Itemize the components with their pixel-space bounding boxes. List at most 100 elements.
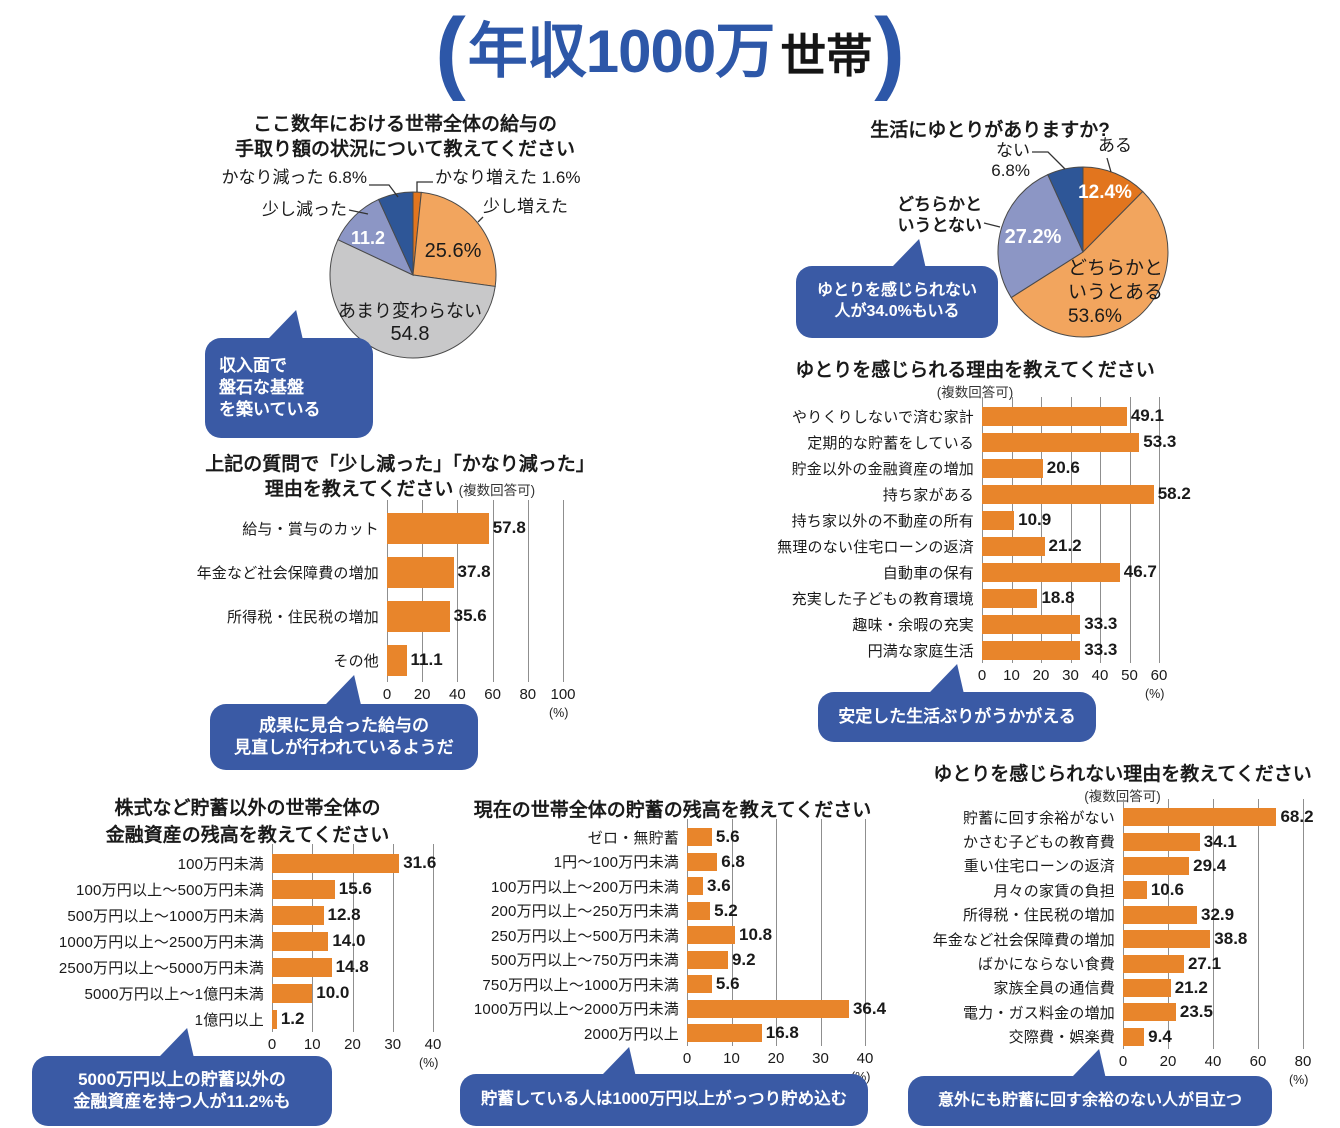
axis-tick-label: 60 [1150, 667, 1168, 684]
bar-row: 1000万円以上〜2500万円未満 14.0 [30, 928, 465, 954]
axis-tick-label: 40 [1091, 667, 1109, 684]
pie-slice-1 [412, 191, 497, 288]
bar [982, 640, 1081, 660]
bar-row: 100万円未満 31.6 [30, 850, 465, 876]
bar-category-label: 持ち家がある [882, 486, 974, 504]
bar [272, 957, 332, 977]
pie-label: どちらかと [897, 195, 982, 214]
callout-text: を築いている [219, 400, 321, 420]
leader-line [348, 209, 369, 215]
bar-row: 1円〜100万円未満 6.8 [450, 850, 895, 875]
bar-category-label: 500万円以上〜750万円未満 [490, 952, 679, 970]
gridline [352, 844, 354, 1032]
bar [272, 983, 313, 1003]
bar [687, 828, 712, 847]
bar-row: ゼロ・無貯蓄 5.6 [450, 825, 895, 850]
gridline [563, 500, 564, 682]
bar-category-label: 2500万円以上〜5000万円未満 [58, 959, 264, 977]
gridline [1123, 799, 1124, 1049]
chart-title: ゆとりを感じられない理由を教えてください (複数回答可) [905, 762, 1340, 806]
bar-row: 家族全員の通信費 21.2 [905, 976, 1340, 1000]
chart-subtitle: (複数回答可) [458, 483, 536, 498]
gridline [1011, 397, 1013, 663]
pie-chart-svg [983, 151, 1169, 338]
axis-tick-label: 50 [1121, 667, 1138, 684]
pie-label: あまり変わらない [338, 301, 482, 321]
gridline [1070, 397, 1072, 663]
bar-category-label: 電力・ガス料金の増加 [962, 1004, 1115, 1022]
page-title-main: 年収1000万 [467, 18, 775, 85]
bar-row: 2500万円以上〜5000万円未満 14.8 [30, 954, 465, 980]
leader-line [369, 184, 399, 198]
bar [1123, 930, 1211, 949]
bar [982, 484, 1154, 504]
axis-tick-label: 40 [424, 1036, 442, 1053]
axis-unit-label: (%) [549, 706, 569, 720]
chart-title-line: (複数回答可) [745, 383, 1205, 402]
bar [687, 901, 711, 920]
bar [1123, 856, 1190, 875]
axis-tick-label: 40 [449, 686, 466, 703]
bar-row: 無理のない住宅ローンの返済 21.2 [745, 533, 1205, 559]
axis-tick-label: 30 [1062, 667, 1079, 684]
chart-title: ここ数年における世帯全体の給与の 手取り額の状況について教えてください [190, 112, 620, 162]
bar [1123, 954, 1184, 973]
bar-category-label: 家族全員の通信費 [993, 980, 1115, 998]
bar-category-label: 1億円以上 [194, 1011, 264, 1029]
gridline [1129, 397, 1131, 663]
bar-value: 31.6 [403, 853, 437, 872]
bar-row: 趣味・余暇の充実 33.3 [745, 611, 1205, 637]
chart-subtitle: (複数回答可) [1084, 789, 1161, 804]
gridline [387, 500, 388, 682]
bar [687, 999, 849, 1018]
callout-text: 人が34.0%もいる [834, 303, 960, 320]
chart-decrease-reasons: 上記の質問で「少し減った」「かなり減った」 理由を教えてください (複数回答可)… [190, 450, 610, 740]
bar [982, 536, 1045, 556]
gridline [1213, 799, 1214, 1049]
bar [687, 926, 736, 945]
bar-row: 円満な家庭生活 33.3 [745, 637, 1205, 663]
pie-slice-0 [1082, 166, 1144, 254]
gridline [433, 844, 434, 1032]
bar [272, 853, 400, 873]
axis-unit-label: (%) [419, 1056, 439, 1070]
bar-row: その他 11.1 [190, 638, 610, 682]
chart-title-text: 理由を教えてください [264, 479, 454, 500]
bar [982, 562, 1120, 582]
chart-title-line: ここ数年における世帯全体の給与の [252, 114, 557, 135]
bar-row: 持ち家以外の不動産の所有 10.9 [745, 507, 1205, 533]
callout-text: 貯蓄している人は1000万円以上がっつり貯め込む [480, 1090, 848, 1109]
pie-plot: ある ない 6.8% どちらかと いうとない 12.4% 27.2% どちらかと いうとある 53… [770, 112, 1210, 407]
axis-tick-label: 20 [767, 1049, 785, 1067]
callout-text: 5000万円以上の貯蓄以外の [78, 1069, 286, 1089]
chart-title-line: ゆとりを感じられない理由を教えてください [933, 764, 1312, 785]
pie-label: 54.8 [390, 323, 430, 345]
bar-row: 年金など社会保障費の増加 37.8 [190, 550, 610, 594]
chart-title-line: 上記の質問で「少し減った」「かなり減った」 [205, 454, 595, 475]
callout-big-savers: 貯蓄している人は1000万円以上がっつり貯め込む [460, 1047, 868, 1126]
bar-value: 11.1 [410, 650, 443, 669]
bar-row: 貯金以外の金融資産の増加 20.6 [745, 455, 1205, 481]
gridline [820, 819, 822, 1046]
bar [687, 877, 704, 896]
leader-line [1032, 151, 1066, 170]
bar-value: 68.2 [1280, 807, 1314, 827]
bar-row: 月々の家賃の負担 10.6 [905, 878, 1340, 902]
bar-category-label: 自動車の保有 [882, 564, 974, 582]
axis-tick-label: 40 [856, 1049, 874, 1067]
axis-tick-label: 0 [682, 1049, 692, 1067]
gridline [1100, 397, 1101, 663]
bar-value: 33.3 [1084, 640, 1118, 659]
bar-value: 46.7 [1123, 562, 1157, 581]
chart-title-line: 金融資産の残高を教えてください [105, 825, 390, 846]
bar-row: 自動車の保有 46.7 [745, 559, 1205, 585]
bar-row: 所得税・住民税の増加 32.9 [905, 903, 1340, 927]
bar-value: 58.2 [1157, 484, 1191, 503]
pie-label: いうとある [1068, 282, 1164, 303]
bar-category-label: 趣味・余暇の充実 [852, 616, 974, 634]
page-title: ( 年収1000万 世帯 ) [0, 0, 1340, 108]
axis-unit-label: (%) [1145, 687, 1165, 701]
callout-stable-life: 安定した生活ぶりがうかがえる [818, 664, 1096, 742]
gridline [422, 500, 424, 682]
bar-category-label: 定期的な貯蓄をしている [807, 434, 974, 452]
